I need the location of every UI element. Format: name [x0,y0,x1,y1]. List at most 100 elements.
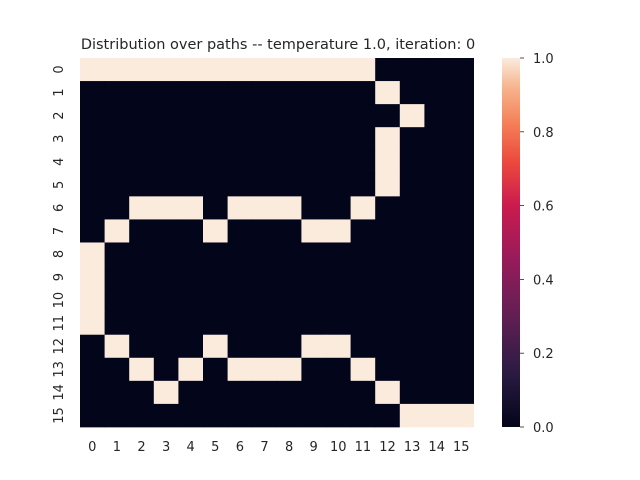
heatmap-cell [129,265,155,289]
heatmap-cell [252,380,278,405]
heatmap-cell [178,403,204,428]
y-tick-label: 15 [52,407,67,424]
heatmap-cell [178,150,204,174]
heatmap-cell [129,311,155,336]
heatmap-cell [80,265,105,289]
heatmap-cell [350,127,376,151]
heatmap-cell [375,150,401,174]
heatmap-cell [276,403,302,428]
heatmap-cell [301,288,327,313]
heatmap-cell [153,288,179,313]
y-tick-label: 11 [52,315,67,332]
heatmap-cell [203,127,228,151]
heatmap-cell [203,196,228,220]
heatmap-cell [276,242,302,266]
y-tick-label: 8 [52,250,67,258]
heatmap-cell [449,150,474,174]
heatmap-cell [399,357,425,382]
heatmap-cell [153,311,179,336]
heatmap-cell [178,127,204,151]
heatmap-cell [326,265,351,289]
heatmap-cell [104,219,130,243]
heatmap-cell [80,242,105,266]
x-tick-label: 2 [137,440,145,455]
heatmap-cell [227,357,253,382]
heatmap-cell [80,403,105,428]
heatmap-cell [399,58,425,82]
heatmap-cell [203,173,228,197]
x-tick-label: 4 [187,440,195,455]
heatmap-cell [203,242,228,266]
heatmap-cell [104,58,130,82]
heatmap-cell [227,311,253,336]
heatmap-cell [80,357,105,382]
heatmap-cell [276,265,302,289]
heatmap-cell [276,196,302,220]
heatmap-cell [375,357,401,382]
heatmap-cell [227,265,253,289]
heatmap-cell [449,173,474,197]
heatmap-cell [153,357,179,382]
heatmap-cell [276,380,302,405]
heatmap-cell [350,311,376,336]
heatmap-cell [449,380,474,405]
heatmap-cell [449,265,474,289]
heatmap-cell [424,173,450,197]
heatmap-cell [399,196,425,220]
x-tick-label: 13 [404,440,421,455]
heatmap-cell [203,104,228,128]
heatmap-cell [178,380,204,405]
heatmap-cell [375,288,401,313]
heatmap-cell [301,219,327,243]
heatmap-cell [178,219,204,243]
heatmap-cell [399,104,425,128]
heatmap-cell [449,311,474,336]
heatmap-cell [129,127,155,151]
heatmap-cell [104,173,130,197]
heatmap-cell [350,81,376,105]
heatmap-cell [350,104,376,128]
heatmap-cell [178,334,204,359]
heatmap-cell [424,380,450,405]
heatmap-cell [129,58,155,82]
heatmap-cell [301,173,327,197]
heatmap-cell [129,380,155,405]
heatmap-cell [424,265,450,289]
heatmap-cell [375,104,401,128]
heatmap-cell [178,58,204,82]
heatmap-cell [350,196,376,220]
heatmap-cell [80,196,105,220]
heatmap-cell [153,242,179,266]
heatmap-cell [153,265,179,289]
heatmap-cell [203,380,228,405]
heatmap-cell [203,311,228,336]
heatmap-cell [399,380,425,405]
heatmap-cell [203,288,228,313]
heatmap-cell [350,173,376,197]
heatmap-cell [449,58,474,82]
heatmap-cell [276,357,302,382]
heatmap-cell [129,334,155,359]
heatmap-cell [104,127,130,151]
heatmap-cell [153,380,179,405]
heatmap-cell [326,334,351,359]
heatmap-cells [80,58,474,428]
y-tick-label: 3 [52,135,67,143]
heatmap-cell [301,334,327,359]
heatmap-cell [399,242,425,266]
x-tick-label: 6 [236,440,244,455]
heatmap-cell [178,288,204,313]
heatmap-cell [203,58,228,82]
heatmap-cell [399,127,425,151]
heatmap-cell [350,219,376,243]
heatmap-cell [252,357,278,382]
heatmap-cell [326,380,351,405]
heatmap-cell [449,81,474,105]
heatmap-cell [424,127,450,151]
heatmap-cell [424,288,450,313]
heatmap-cell [424,58,450,82]
colorbar-tick-label: 0.0 [533,421,554,436]
heatmap-cell [276,81,302,105]
heatmap-cell [104,196,130,220]
heatmap-cell [252,265,278,289]
